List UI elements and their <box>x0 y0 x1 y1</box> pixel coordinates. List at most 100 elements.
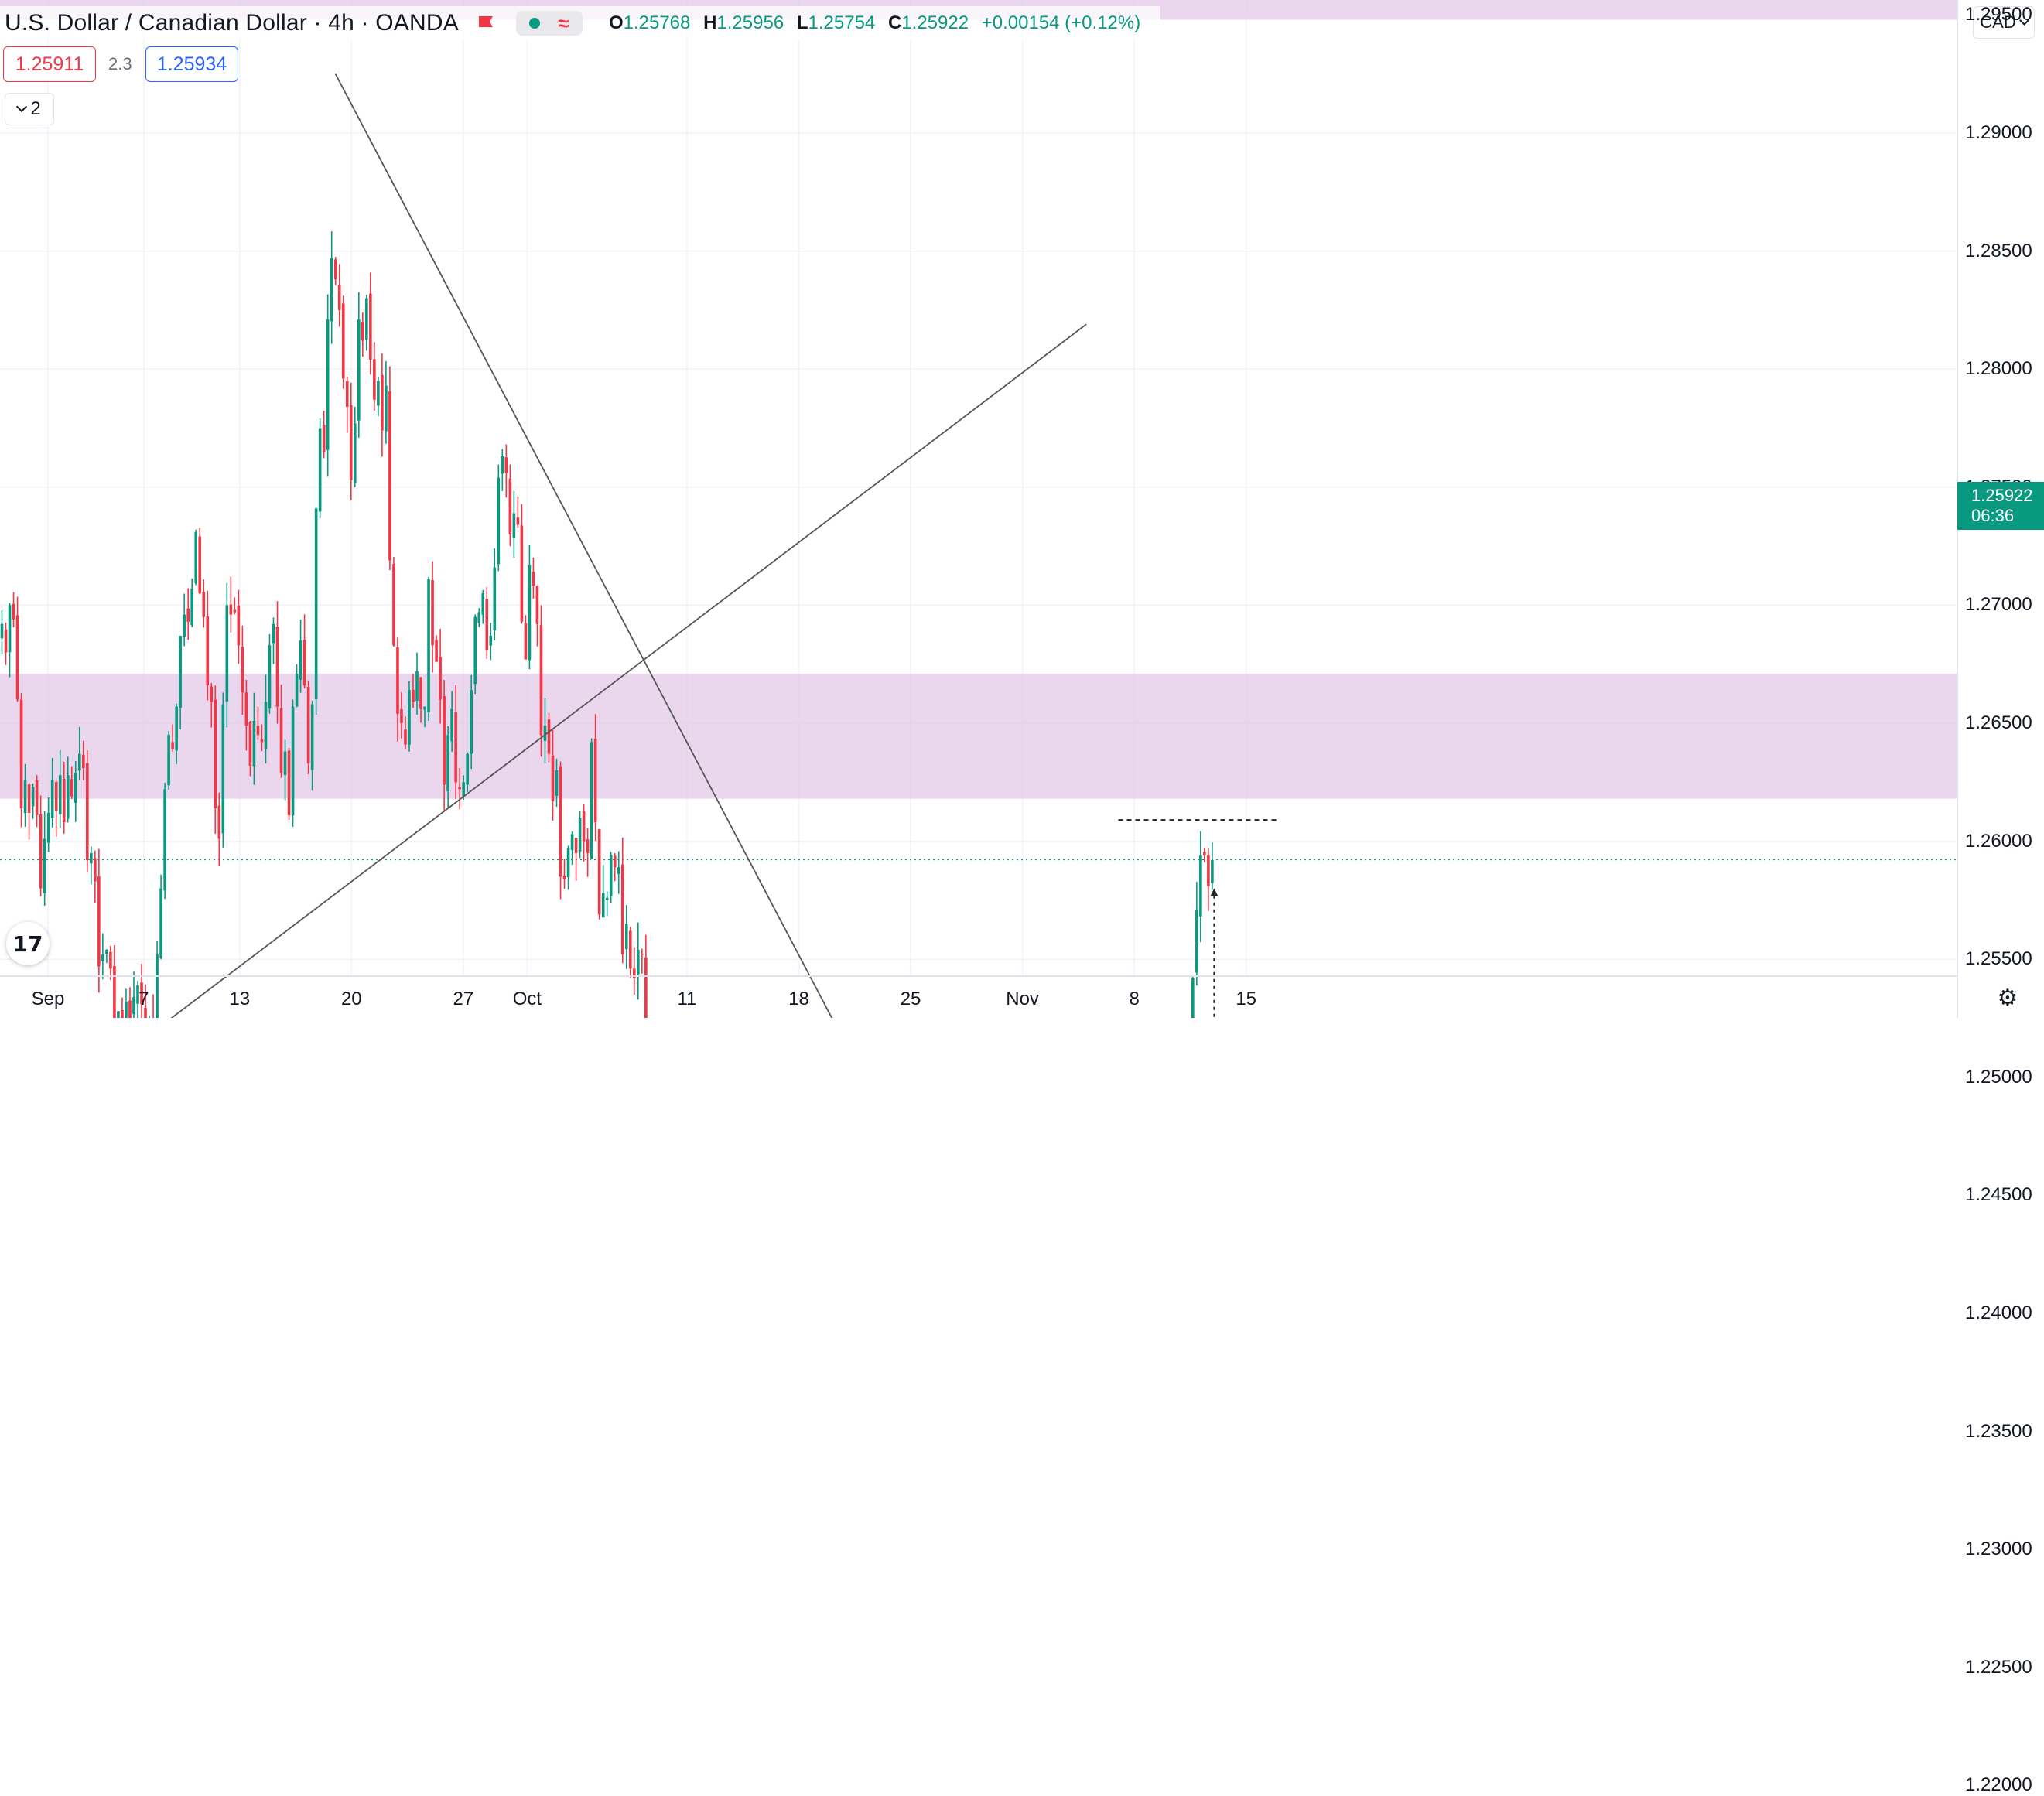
candle <box>105 949 108 963</box>
candle <box>39 796 43 896</box>
time-tick-label: 13 <box>229 988 250 1010</box>
settings-gear-icon[interactable]: ⚙ <box>1996 987 2019 1010</box>
candle <box>583 804 586 862</box>
candle <box>186 588 190 640</box>
candle <box>485 587 488 659</box>
candle <box>513 491 516 558</box>
candle <box>497 465 501 572</box>
candle <box>369 272 372 374</box>
candle <box>94 851 97 903</box>
tradingview-logo-icon[interactable]: 17 <box>6 922 50 965</box>
candle <box>1207 848 1210 911</box>
candle <box>117 1011 120 1018</box>
candle <box>392 557 395 647</box>
low-label: L <box>797 12 808 33</box>
close-value: 1.25922 <box>901 12 969 33</box>
candle <box>477 608 480 627</box>
candle <box>1211 842 1214 889</box>
price-tick-label: 1.26000 <box>1965 831 2032 852</box>
buy-button[interactable]: 1.25934 <box>145 46 238 82</box>
candle <box>202 579 205 627</box>
candle <box>234 597 237 614</box>
time-tick-label: 25 <box>901 988 921 1010</box>
last-price-value: 1.25922 <box>1971 486 2044 506</box>
indicators-collapse-button[interactable]: 2 <box>5 93 54 125</box>
candle <box>296 664 299 708</box>
candle <box>536 585 539 646</box>
candle <box>43 811 46 906</box>
candle <box>55 780 58 837</box>
open-label: O <box>609 12 624 33</box>
candle <box>525 615 528 659</box>
candle <box>517 497 520 528</box>
candle <box>16 596 19 702</box>
candle <box>230 576 233 633</box>
open-value: 1.25768 <box>624 12 691 33</box>
candle <box>598 829 601 920</box>
price-chart[interactable] <box>0 0 2044 1018</box>
price-tick-label: 1.25000 <box>1965 1067 2032 1088</box>
candle <box>1199 831 1202 943</box>
visibility-dot-icon[interactable] <box>529 18 540 29</box>
price-tick-label: 1.24000 <box>1965 1303 2032 1324</box>
candle <box>214 685 217 834</box>
candle <box>167 731 170 790</box>
candle <box>354 407 357 487</box>
price-tick-label: 1.22500 <box>1965 1657 2032 1678</box>
wave-icon[interactable]: ≈ <box>558 13 569 33</box>
candle <box>435 635 438 661</box>
candle <box>156 941 159 1018</box>
sell-button[interactable]: 1.25911 <box>3 46 96 82</box>
candle <box>292 699 295 827</box>
time-tick-label: 27 <box>453 988 473 1010</box>
candle <box>590 739 593 859</box>
candle <box>489 623 492 660</box>
candle <box>365 295 368 351</box>
time-tick-label: 15 <box>1236 988 1256 1010</box>
candle <box>509 465 512 547</box>
candle <box>540 605 543 756</box>
candle <box>617 852 620 894</box>
candle <box>377 377 380 416</box>
candle <box>86 750 89 872</box>
price-tick-label: 1.23000 <box>1965 1538 2032 1560</box>
candle <box>579 811 582 858</box>
high-value: 1.25956 <box>716 12 784 33</box>
candle <box>427 577 430 722</box>
time-tick-label: Oct <box>513 988 542 1010</box>
close-label: C <box>888 12 901 33</box>
candle <box>163 783 166 899</box>
candle <box>20 693 23 828</box>
chart-drawings <box>0 74 1278 1018</box>
candle <box>36 775 39 827</box>
candle <box>183 594 186 647</box>
candle <box>602 865 605 917</box>
candle <box>346 377 349 433</box>
time-tick-label: 11 <box>677 988 696 1010</box>
trend-line[interactable] <box>336 74 1071 1018</box>
candle <box>101 934 104 979</box>
last-price-label: 1.25922 06:36 <box>1957 482 2044 530</box>
candle <box>9 603 12 678</box>
candle <box>198 528 201 594</box>
trend-line[interactable] <box>0 324 1086 1018</box>
flag-icon[interactable] <box>476 15 494 32</box>
indicator-pill[interactable]: ≈ <box>516 11 583 36</box>
high-label: H <box>703 12 716 33</box>
candle <box>206 591 209 701</box>
candle <box>501 449 504 491</box>
candle <box>586 828 590 877</box>
candle <box>217 793 220 866</box>
time-tick-label: 20 <box>341 988 362 1010</box>
symbol-title[interactable]: U.S. Dollar / Canadian Dollar · 4h · OAN… <box>0 10 459 36</box>
price-tick-label: 1.28500 <box>1965 241 2032 262</box>
candle <box>373 342 376 411</box>
candle <box>159 875 162 960</box>
candle <box>528 545 532 669</box>
candle <box>1 610 4 654</box>
candle <box>563 859 566 889</box>
price-tick-label: 1.27000 <box>1965 594 2032 616</box>
candle <box>28 783 31 839</box>
price-tick-label: 1.23500 <box>1965 1421 2032 1443</box>
candle <box>109 946 112 980</box>
